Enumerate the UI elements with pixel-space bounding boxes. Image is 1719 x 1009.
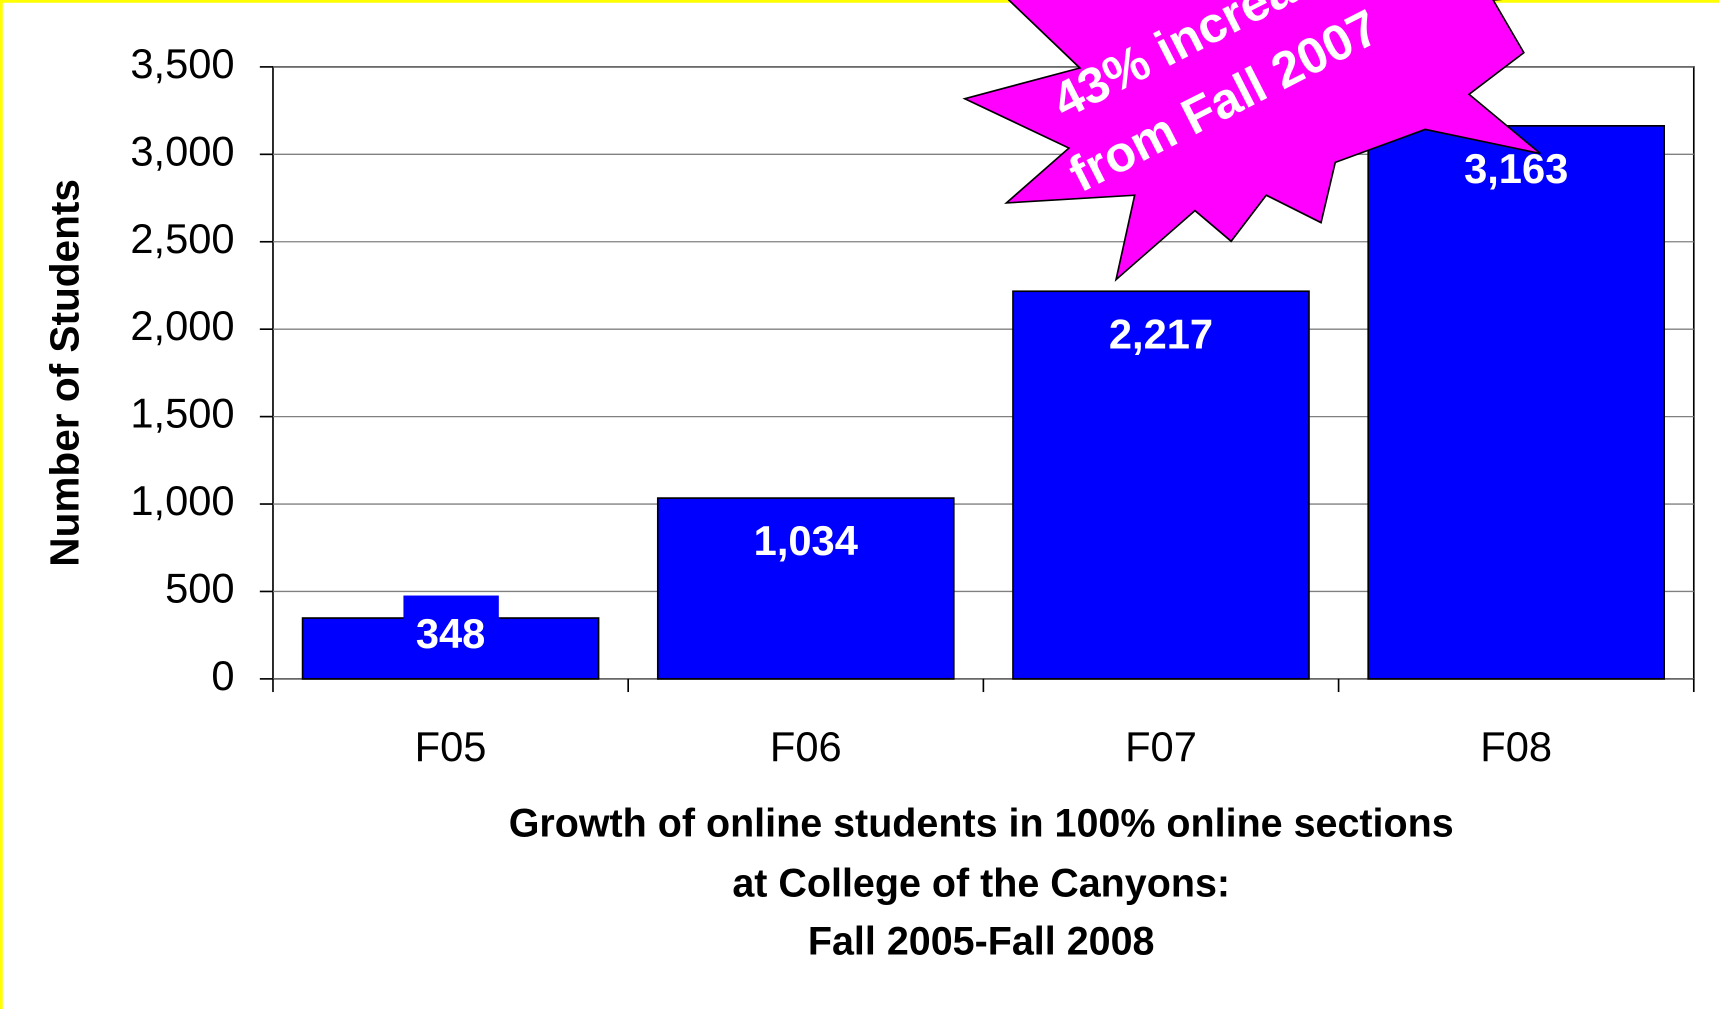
data-label: 348 [416,610,486,657]
x-axis-title: Fall 2005-Fall 2008 [808,920,1155,964]
y-tick-label: 2,000 [130,302,234,349]
x-axis-title: Growth of online students in 100% online… [509,801,1454,845]
x-tick-label: F07 [1125,723,1197,770]
bars [301,125,1666,680]
x-tick-label: F06 [770,723,842,770]
y-tick-label: 1,500 [130,390,234,437]
data-label: 1,034 [754,517,858,564]
data-label: 3,163 [1464,145,1568,192]
x-axis-title: at College of the Canyons: [732,862,1230,906]
bar [301,617,600,680]
y-tick-label: 3,500 [130,40,234,87]
y-tick-label: 1,000 [130,477,234,524]
y-axis-title: Number of Students [42,179,88,567]
data-label: 2,217 [1109,310,1213,357]
x-tick-label: F08 [1480,723,1552,770]
bar [656,497,955,680]
x-tick-label: F05 [415,723,487,770]
y-tick-label: 3,000 [130,127,234,174]
bar [1367,125,1666,680]
y-tick-label: 0 [211,652,234,699]
starburst-shape [962,0,1541,282]
starburst: 43% increase from Fall 2007 [962,0,1541,282]
y-tick-label: 500 [165,564,235,611]
data-label-background [403,595,499,620]
bar [1012,290,1310,680]
y-tick-label: 2,500 [130,215,234,262]
